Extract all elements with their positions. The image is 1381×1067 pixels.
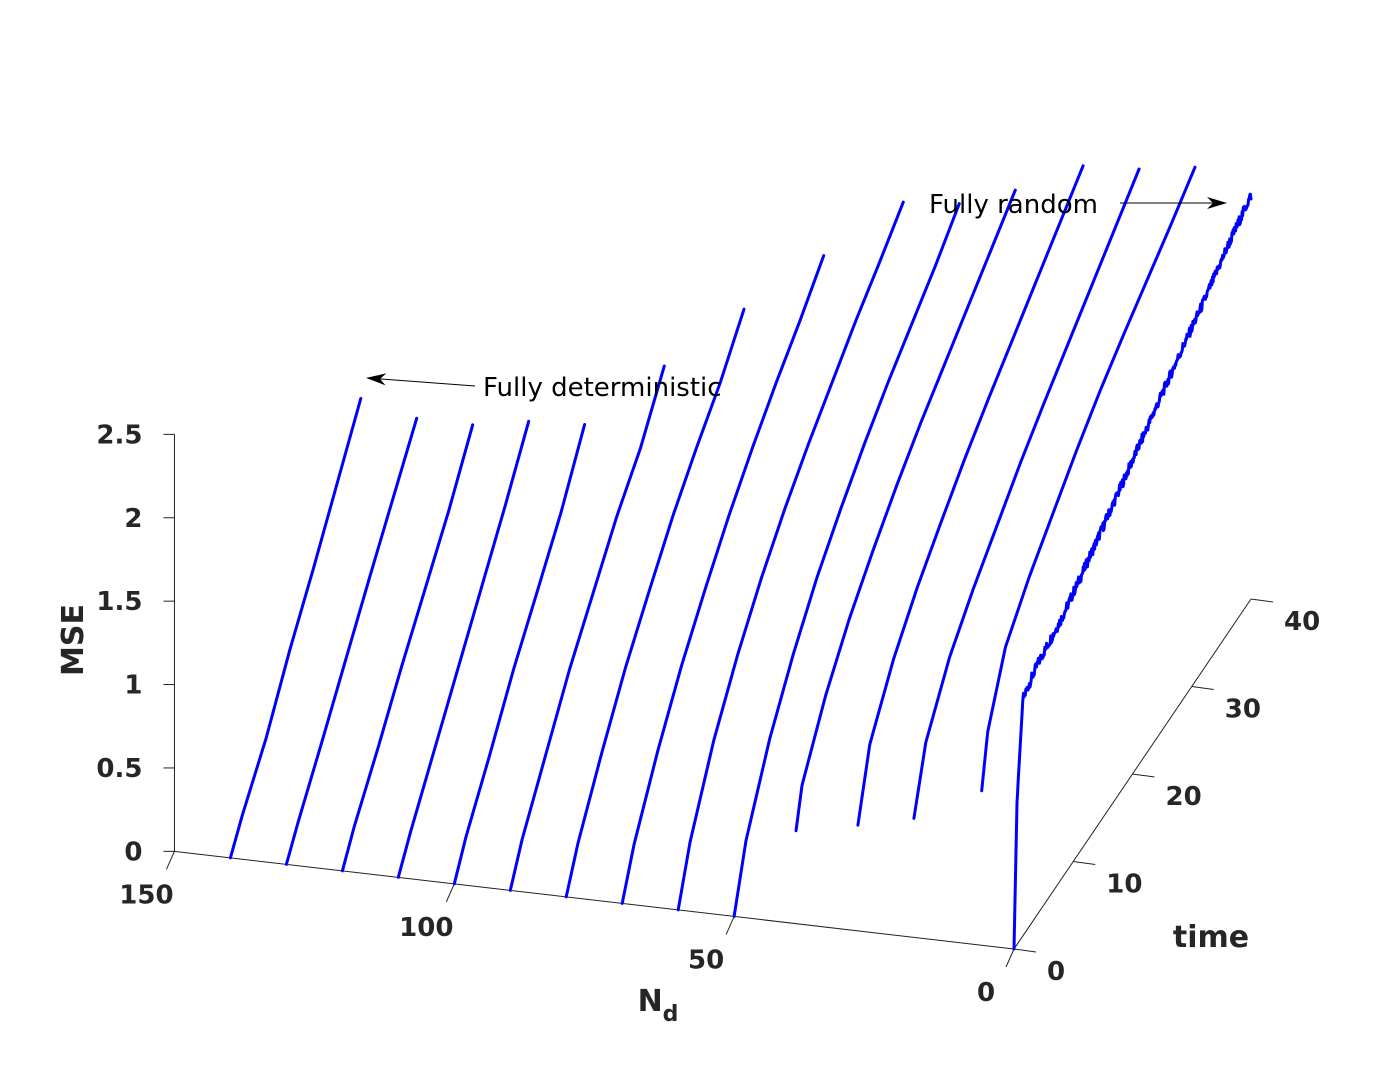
z-tick-label: 2 <box>124 504 142 534</box>
y-tick-label: 10 <box>1106 870 1142 900</box>
y-tick-label: 0 <box>1047 957 1065 987</box>
series-line-nd-130 <box>284 416 419 866</box>
series-line-nd-100 <box>452 423 587 886</box>
y-tick-label: 20 <box>1166 782 1202 812</box>
z-tick-label: 0.5 <box>96 754 142 784</box>
series-line-nd-140 <box>228 397 363 860</box>
series-group <box>228 164 1253 951</box>
x-tick-label: 150 <box>119 880 173 910</box>
z-tick-label: 2.5 <box>96 420 142 450</box>
tick-labels: 0 0.5 1 1.5 2 2.5 0 50 100 150 0 10 20 30 40 <box>96 420 1320 1008</box>
x-tick <box>445 883 455 903</box>
series-line-nd-90 <box>508 364 666 892</box>
z-tick-label: 0 <box>124 837 142 867</box>
series-line-nd-110 <box>396 419 531 879</box>
y-axis-title: time <box>1173 920 1249 955</box>
series-line-nd-40 <box>794 188 1017 833</box>
z-axis-title: MSE <box>56 604 91 676</box>
x-axis-line <box>174 850 1015 950</box>
x-tick-label: 0 <box>977 978 995 1008</box>
series-line-nd-60 <box>676 200 905 912</box>
y-tick <box>1191 686 1214 690</box>
z-tick-label: 1 <box>124 671 142 701</box>
y-tick-label: 30 <box>1225 695 1261 725</box>
series-line-nd-20 <box>912 167 1141 820</box>
axes <box>163 433 1274 968</box>
series-line-nd-120 <box>340 423 475 873</box>
y-tick <box>1250 598 1274 603</box>
x-axis-title-subscript: d <box>663 1002 679 1027</box>
annotation-fully-deterministic: Fully deterministic <box>483 373 722 403</box>
z-tick-label: 1.5 <box>96 587 142 617</box>
x-tick <box>1005 948 1015 968</box>
series-line-nd-30 <box>856 164 1085 827</box>
x-tick-label: 50 <box>688 945 724 975</box>
y-tick <box>1073 861 1096 865</box>
x-tick <box>725 916 735 935</box>
x-axis-title-main: N <box>638 984 663 1019</box>
y-tick <box>1132 773 1155 778</box>
x-tick <box>165 851 175 870</box>
series-line-nd-70 <box>620 254 826 905</box>
series-line-nd-80 <box>564 307 746 899</box>
series-line-nd-0 <box>1012 192 1253 951</box>
series-line-nd-50 <box>732 202 961 918</box>
x-tick-label: 100 <box>399 913 453 943</box>
y-tick <box>1013 948 1037 953</box>
y-tick-label: 40 <box>1284 607 1320 637</box>
series-line-nd-10 <box>980 165 1197 793</box>
annotation-fully-random: Fully random <box>929 190 1098 220</box>
arrow-left-icon <box>366 373 476 387</box>
x-axis-title: Nd <box>638 984 679 1027</box>
